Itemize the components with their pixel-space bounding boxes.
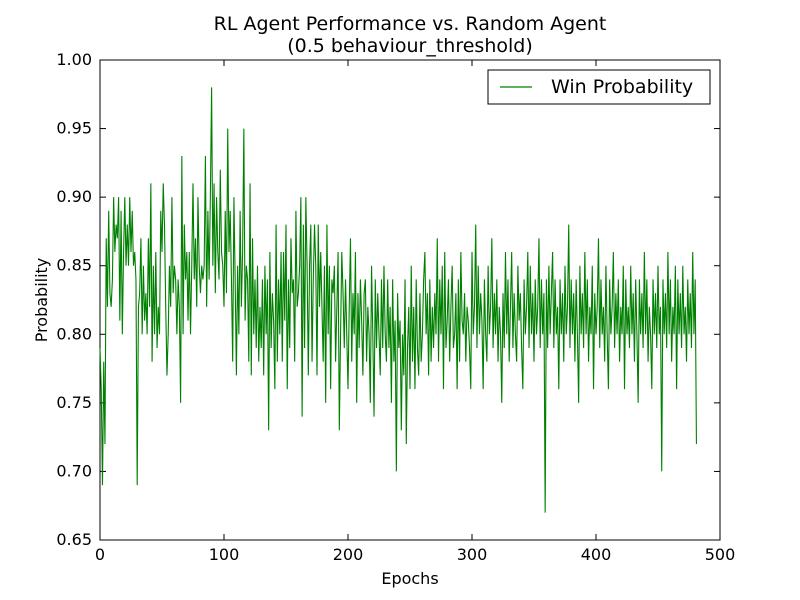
y-tick-label: 0.75 bbox=[56, 393, 92, 412]
x-axis-label: Epochs bbox=[381, 569, 438, 588]
x-tick-label: 300 bbox=[457, 545, 488, 564]
plot-frame bbox=[99, 59, 721, 541]
y-tick-label: 0.95 bbox=[56, 119, 92, 138]
y-tick-label: 0.65 bbox=[56, 530, 92, 549]
y-tick-label: 0.85 bbox=[56, 256, 92, 275]
plot-area bbox=[99, 59, 721, 541]
x-tick-label: 100 bbox=[209, 545, 240, 564]
x-tick-label: 0 bbox=[95, 545, 105, 564]
chart-title: RL Agent Performance vs. Random Agent bbox=[214, 13, 607, 35]
y-tick-label: 0.80 bbox=[56, 324, 92, 343]
y-tick-label: 0.90 bbox=[56, 187, 92, 206]
x-tick-label: 400 bbox=[581, 545, 612, 564]
x-axis-ticks: 0 100 200 300 400 500 bbox=[95, 60, 735, 564]
series-line-win-probability bbox=[99, 87, 697, 513]
x-tick-label: 500 bbox=[705, 545, 736, 564]
y-axis-ticks: 0.65 0.70 0.75 0.80 0.85 0.90 0.95 1.00 bbox=[56, 50, 720, 549]
series-group bbox=[99, 87, 697, 513]
legend-label-win-probability: Win Probability bbox=[551, 76, 693, 98]
chart-subtitle: (0.5 behaviour_threshold) bbox=[287, 35, 533, 57]
y-tick-label: 0.70 bbox=[56, 461, 92, 480]
y-axis-label: Probability bbox=[32, 258, 51, 343]
x-tick-label: 200 bbox=[333, 545, 364, 564]
y-tick-label: 1.00 bbox=[56, 50, 92, 69]
legend: Win Probability bbox=[487, 69, 711, 105]
